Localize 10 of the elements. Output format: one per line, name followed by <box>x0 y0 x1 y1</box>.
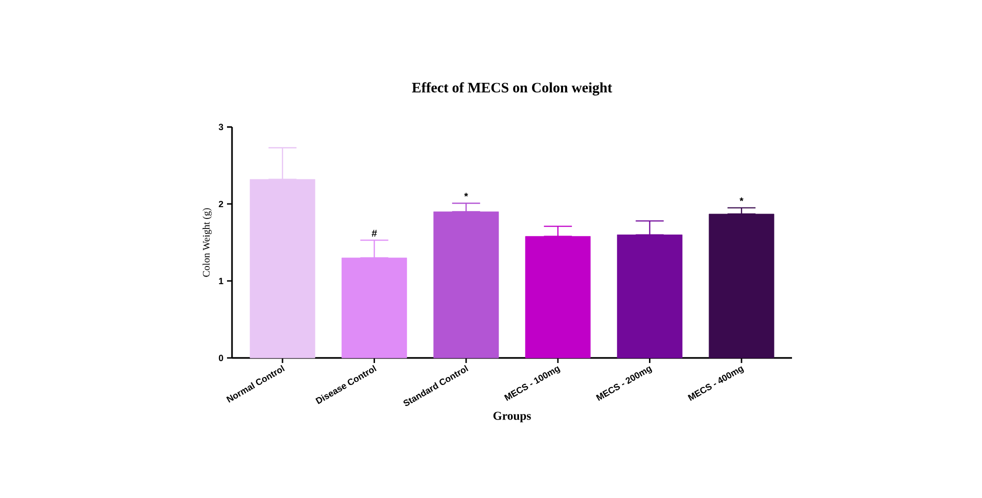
annotation: # <box>372 230 377 237</box>
y-tick-label: 2 <box>218 200 224 208</box>
y-tick-label: 0 <box>218 354 224 362</box>
chart-title: Effect of MECS on Colon weight <box>412 82 612 96</box>
x-axis-title: Groups <box>493 412 531 422</box>
annotation: * <box>464 192 468 197</box>
y-tick-label: 3 <box>218 124 224 130</box>
y-axis-title: Colon Weight (g) <box>202 208 212 277</box>
y-tick-label: 1 <box>219 278 224 284</box>
annotation: * <box>740 197 744 202</box>
